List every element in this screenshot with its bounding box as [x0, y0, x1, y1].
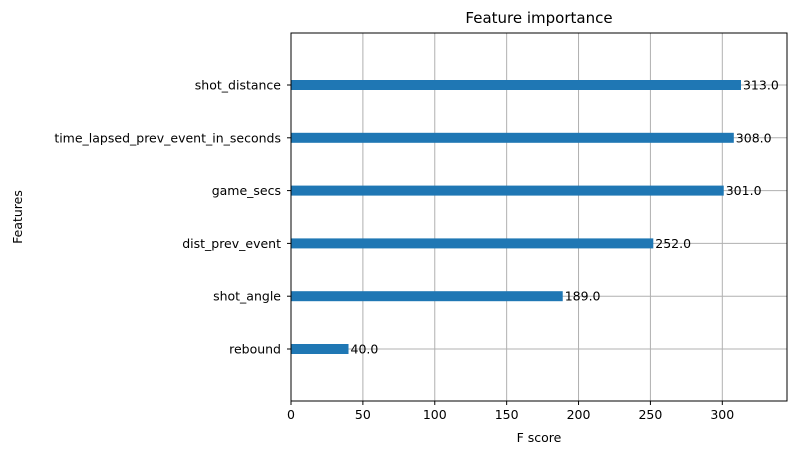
bar: [291, 132, 734, 143]
y-tick-label: shot_angle: [213, 289, 281, 304]
bar-value-label: 313.0: [743, 78, 779, 93]
y-axis-label: Features: [10, 190, 25, 244]
x-tick-label: 250: [638, 407, 662, 422]
x-tick-label: 0: [287, 407, 295, 422]
y-tick-label: time_lapsed_prev_event_in_seconds: [54, 130, 281, 145]
bar-value-label: 308.0: [736, 130, 772, 145]
bar-value-label: 40.0: [351, 342, 379, 357]
x-tick-label: 200: [567, 407, 591, 422]
bar-value-label: 252.0: [655, 236, 691, 251]
x-axis-label: F score: [517, 430, 562, 445]
y-tick-label: rebound: [229, 342, 281, 357]
y-tick-label: game_secs: [212, 183, 281, 198]
plot-frame: [290, 32, 788, 402]
chart-title: Feature importance: [465, 9, 612, 27]
bar-value-label: 189.0: [565, 289, 601, 304]
data-labels: 313.0 308.0 301.0 252.0 189.0 40.0: [351, 78, 779, 357]
x-tick-label: 150: [495, 407, 519, 422]
bar: [291, 291, 563, 302]
y-axis-ticks: shot_distance time_lapsed_prev_event_in_s…: [54, 78, 291, 357]
x-tick-label: 300: [710, 407, 734, 422]
bar: [291, 80, 741, 90]
bar: [291, 344, 349, 354]
x-tick-label: 100: [423, 407, 447, 422]
y-tick-label: dist_prev_event: [182, 236, 281, 251]
x-axis-ticks: 0 50 100 150 200 250 300: [287, 401, 734, 422]
bar-value-label: 301.0: [726, 183, 762, 198]
y-tick-label: shot_distance: [195, 78, 282, 93]
bar: [291, 185, 724, 196]
bar: [291, 238, 654, 249]
x-tick-label: 50: [355, 407, 371, 422]
bars: [291, 80, 741, 354]
